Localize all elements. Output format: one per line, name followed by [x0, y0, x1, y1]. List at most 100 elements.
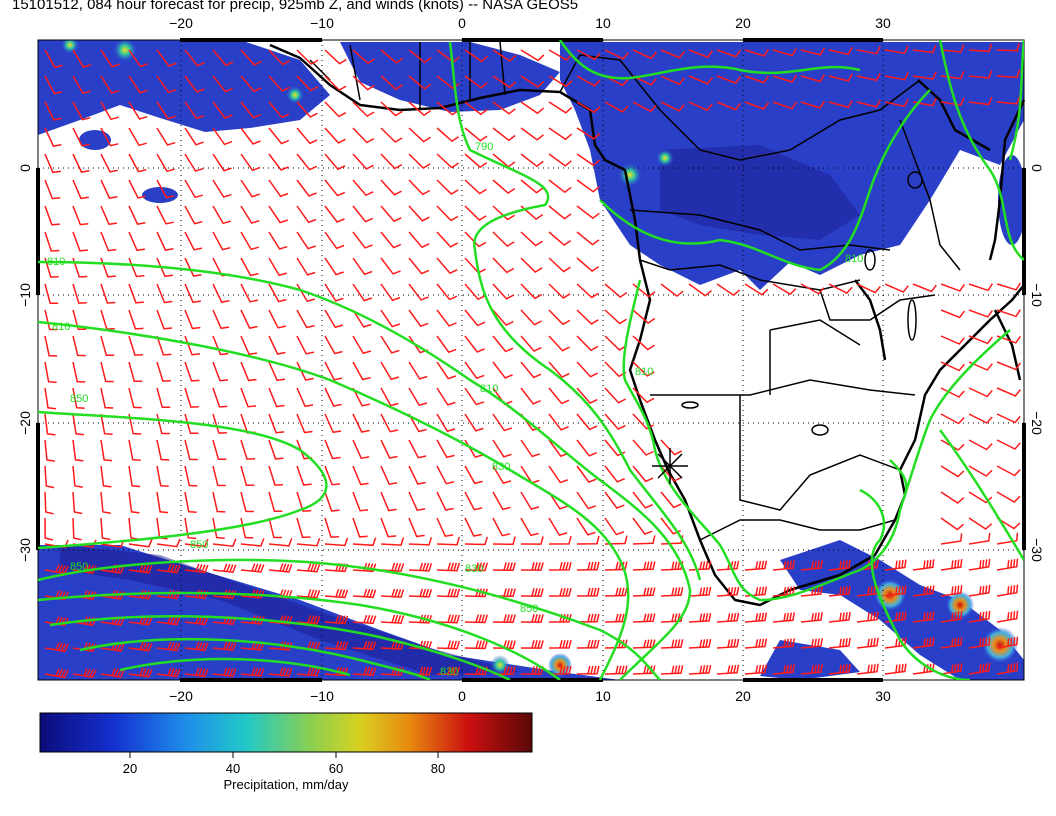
wind-barb — [800, 47, 825, 56]
wind-barb — [296, 667, 321, 677]
wind-barb — [128, 539, 153, 548]
wind-barb — [100, 231, 117, 252]
wind-barb — [44, 205, 60, 226]
wind-barb — [156, 153, 175, 173]
wind-barb — [436, 614, 461, 624]
wind-barb — [72, 101, 91, 121]
wind-barb — [492, 127, 516, 142]
wind-barb — [660, 613, 684, 623]
wind-barb — [240, 335, 258, 356]
wind-barb — [72, 257, 88, 278]
wind-barb — [380, 465, 398, 486]
wind-barb — [968, 387, 993, 398]
wind-barb — [100, 616, 125, 626]
wind-barb — [968, 439, 993, 451]
wind-barb — [44, 361, 57, 384]
wind-barb — [380, 537, 405, 546]
wind-barb — [548, 49, 573, 61]
wind-barb — [716, 101, 741, 111]
wind-barb — [268, 615, 293, 625]
wind-barb — [352, 562, 377, 573]
wind-barb — [996, 610, 1019, 623]
wind-barb — [100, 309, 115, 330]
wind-barb — [380, 309, 401, 328]
wind-barb — [324, 517, 340, 538]
wind-barb — [492, 640, 516, 650]
wind-barb — [604, 101, 629, 113]
wind-barb — [912, 44, 937, 54]
wind-barb — [352, 231, 373, 249]
wind-barb — [212, 101, 233, 119]
colorbar-tick-label: 80 — [431, 761, 445, 776]
wind-barb — [72, 491, 83, 515]
wind-barb — [352, 537, 377, 547]
wind-barb — [212, 205, 231, 225]
wind-barb — [352, 153, 374, 170]
wind-barb — [548, 153, 572, 167]
wind-barb — [212, 413, 227, 434]
wind-barb — [296, 589, 321, 599]
wind-barb — [744, 612, 768, 623]
lat-labels-left: 0 −10 −20 −30 — [17, 164, 33, 562]
station-marker — [652, 448, 688, 484]
wind-barb — [72, 205, 89, 226]
wind-barb — [352, 127, 375, 144]
wind-barb — [492, 257, 515, 274]
wind-barb — [492, 283, 514, 300]
wind-barb — [296, 413, 313, 434]
wind-barb — [324, 413, 342, 434]
wind-barb — [100, 491, 111, 514]
wind-barb — [940, 517, 964, 531]
wind-barb — [268, 153, 289, 171]
wind-barb — [744, 48, 770, 57]
wind-barb — [184, 231, 203, 251]
wind-barb — [856, 72, 881, 82]
wind-barb — [128, 667, 153, 678]
wind-barb — [492, 491, 511, 511]
wind-barb — [240, 491, 254, 513]
lon-tick-label: −20 — [169, 688, 193, 704]
wind-barb — [632, 587, 656, 597]
wind-barb — [632, 561, 656, 571]
wind-barb — [296, 335, 315, 355]
wind-barb — [800, 586, 823, 597]
wind-barb — [156, 75, 177, 94]
wind-barb — [520, 536, 544, 545]
lat-tick-label: −30 — [1029, 538, 1045, 562]
wind-barb — [380, 517, 397, 538]
wind-barb — [940, 663, 963, 675]
wind-barb — [268, 465, 284, 486]
wind-barb — [296, 615, 321, 625]
wind-barb — [716, 612, 740, 623]
wind-barb — [940, 413, 965, 425]
wind-barb — [828, 637, 851, 649]
wind-barb — [436, 361, 457, 380]
wind-barb — [184, 465, 198, 487]
wind-barb — [688, 612, 712, 623]
wind-barb — [408, 439, 427, 459]
wind-barb — [464, 640, 489, 650]
height-contours — [38, 40, 1024, 680]
lon-tick-label: −10 — [310, 15, 334, 31]
wind-barb — [772, 48, 797, 57]
wind-barb — [44, 668, 69, 679]
wind-barb — [436, 413, 456, 433]
wind-barb — [492, 588, 516, 598]
wind-barb — [492, 335, 514, 353]
wind-barb — [576, 49, 601, 61]
wind-barb — [520, 666, 544, 675]
wind-barb — [856, 283, 881, 294]
wind-barb — [576, 283, 599, 299]
wind-barb — [44, 257, 59, 278]
wind-barb — [884, 585, 907, 597]
wind-barb — [968, 43, 993, 53]
wind-barb — [548, 536, 572, 545]
wind-barb — [996, 69, 1021, 79]
wind-barb — [380, 439, 398, 459]
wind-barb — [576, 561, 600, 571]
wind-barb — [464, 361, 485, 380]
wind-barb — [548, 517, 568, 536]
wind-barb — [632, 101, 657, 113]
wind-barb — [660, 665, 684, 675]
wind-barb — [436, 179, 459, 195]
